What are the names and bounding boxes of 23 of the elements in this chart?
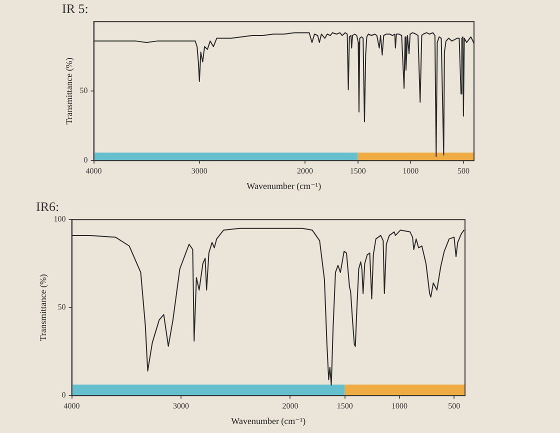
x-tick-label: 500 bbox=[457, 166, 470, 176]
x-tick-label: 1500 bbox=[336, 401, 353, 410]
x-tick-label: 3000 bbox=[191, 166, 208, 176]
x-tick-label: 2000 bbox=[297, 166, 314, 176]
y-axis-title: Transmittance (%) bbox=[64, 58, 74, 125]
y-axis-title: Transmittance (%) bbox=[38, 274, 48, 342]
y-tick-label: 0 bbox=[84, 156, 88, 165]
x-axis-title: Wavenumber (cm⁻¹) bbox=[246, 180, 322, 191]
y-tick-label: 100 bbox=[54, 214, 66, 224]
x-tick-label: 1500 bbox=[350, 166, 366, 176]
chart-title: IR 5: bbox=[62, 1, 88, 16]
x-tick-label: 1000 bbox=[402, 166, 419, 176]
x-tick-label: 500 bbox=[448, 401, 460, 410]
y-tick-label: 50 bbox=[58, 302, 66, 312]
x-tick-label: 4000 bbox=[86, 166, 102, 176]
x-tick-label: 4000 bbox=[64, 401, 80, 410]
chart-title: IR6: bbox=[36, 199, 60, 214]
y-tick-label: 50 bbox=[80, 86, 88, 96]
x-tick-label: 2000 bbox=[282, 401, 298, 410]
x-axis-title: Wavenumber (cm⁻¹) bbox=[231, 416, 306, 426]
x-tick-label: 1000 bbox=[391, 401, 408, 410]
x-tick-label: 3000 bbox=[173, 401, 190, 410]
y-tick-label: 0 bbox=[62, 390, 66, 400]
